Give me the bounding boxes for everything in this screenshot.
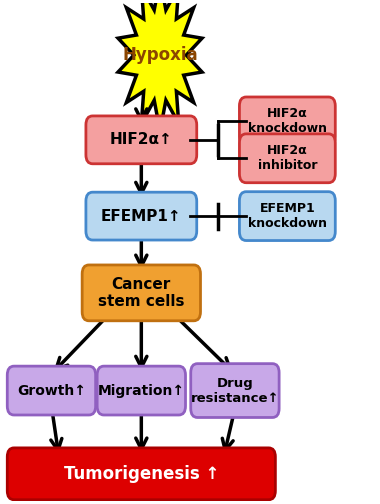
FancyBboxPatch shape [86,192,197,240]
Text: EFEMP1
knockdown: EFEMP1 knockdown [248,202,327,230]
FancyBboxPatch shape [239,97,335,146]
Text: Drug
resistance↑: Drug resistance↑ [191,376,279,405]
Text: Cancer
stem cells: Cancer stem cells [98,277,185,309]
Text: HIF2α
inhibitor: HIF2α inhibitor [258,144,317,172]
FancyBboxPatch shape [191,364,279,417]
Text: HIF2α↑: HIF2α↑ [110,133,173,147]
FancyBboxPatch shape [82,265,201,321]
Text: HIF2α
knockdown: HIF2α knockdown [248,107,327,136]
Text: Tumorigenesis ↑: Tumorigenesis ↑ [63,465,219,483]
Text: Growth↑: Growth↑ [17,384,86,398]
FancyBboxPatch shape [97,366,185,415]
Text: Migration↑: Migration↑ [98,384,185,398]
Text: EFEMP1↑: EFEMP1↑ [101,209,182,224]
FancyBboxPatch shape [7,448,276,500]
FancyBboxPatch shape [7,366,96,415]
FancyBboxPatch shape [239,134,335,183]
Text: Hypoxia: Hypoxia [122,46,198,64]
FancyBboxPatch shape [86,116,197,164]
Polygon shape [118,0,202,131]
FancyBboxPatch shape [239,192,335,240]
